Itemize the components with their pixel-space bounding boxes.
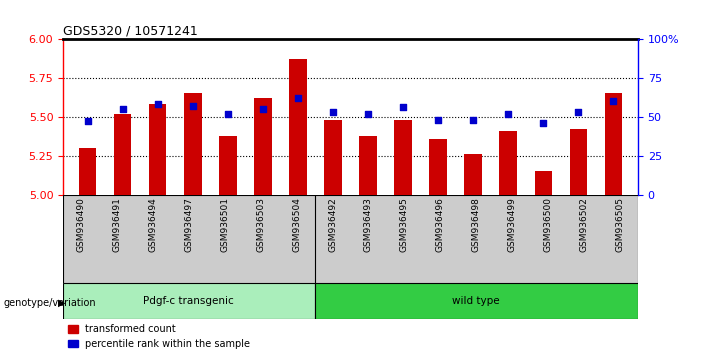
Text: GSM936502: GSM936502 <box>580 198 589 252</box>
Text: GSM936497: GSM936497 <box>184 198 193 252</box>
Bar <box>604 93 622 195</box>
Point <box>468 117 479 123</box>
Bar <box>219 136 237 195</box>
Bar <box>79 148 96 195</box>
Point <box>433 117 444 123</box>
Text: GSM936498: GSM936498 <box>472 198 481 252</box>
Text: GSM936503: GSM936503 <box>256 198 265 252</box>
Bar <box>394 120 412 195</box>
Point <box>292 95 304 101</box>
Legend: transformed count, percentile rank within the sample: transformed count, percentile rank withi… <box>68 324 250 349</box>
Text: GSM936496: GSM936496 <box>436 198 445 252</box>
Text: GSM936493: GSM936493 <box>364 198 373 252</box>
Text: GSM936495: GSM936495 <box>400 198 409 252</box>
FancyBboxPatch shape <box>63 283 315 319</box>
Text: genotype/variation: genotype/variation <box>4 298 96 308</box>
Point <box>82 119 93 124</box>
Point <box>397 105 409 110</box>
Bar <box>114 114 132 195</box>
Point <box>503 111 514 116</box>
Text: GSM936499: GSM936499 <box>508 198 517 252</box>
Point <box>538 120 549 126</box>
Bar <box>184 93 202 195</box>
Text: GDS5320 / 10571241: GDS5320 / 10571241 <box>63 25 198 38</box>
Point <box>573 109 584 115</box>
Text: GSM936500: GSM936500 <box>543 198 552 252</box>
Text: GSM936501: GSM936501 <box>220 198 229 252</box>
Bar <box>359 136 377 195</box>
Bar <box>290 59 307 195</box>
FancyBboxPatch shape <box>315 283 638 319</box>
Bar <box>149 104 167 195</box>
Text: ▶: ▶ <box>57 298 65 308</box>
Bar <box>429 139 447 195</box>
Bar <box>569 129 587 195</box>
Point <box>362 111 374 116</box>
Text: GSM936490: GSM936490 <box>76 198 86 252</box>
Text: GSM936492: GSM936492 <box>328 198 337 252</box>
Text: Pdgf-c transgenic: Pdgf-c transgenic <box>144 296 234 306</box>
Bar <box>535 171 552 195</box>
Bar <box>464 154 482 195</box>
Text: GSM936494: GSM936494 <box>149 198 158 252</box>
Point <box>117 106 128 112</box>
FancyBboxPatch shape <box>63 195 638 283</box>
Point <box>327 109 339 115</box>
Bar <box>324 120 341 195</box>
Point <box>257 106 268 112</box>
Point <box>222 111 233 116</box>
Bar <box>499 131 517 195</box>
Point <box>187 103 198 109</box>
Text: GSM936504: GSM936504 <box>292 198 301 252</box>
Text: GSM936505: GSM936505 <box>615 198 625 252</box>
Text: GSM936491: GSM936491 <box>112 198 121 252</box>
Bar <box>254 98 272 195</box>
Point <box>608 98 619 104</box>
Text: wild type: wild type <box>452 296 500 306</box>
Point <box>152 102 163 107</box>
